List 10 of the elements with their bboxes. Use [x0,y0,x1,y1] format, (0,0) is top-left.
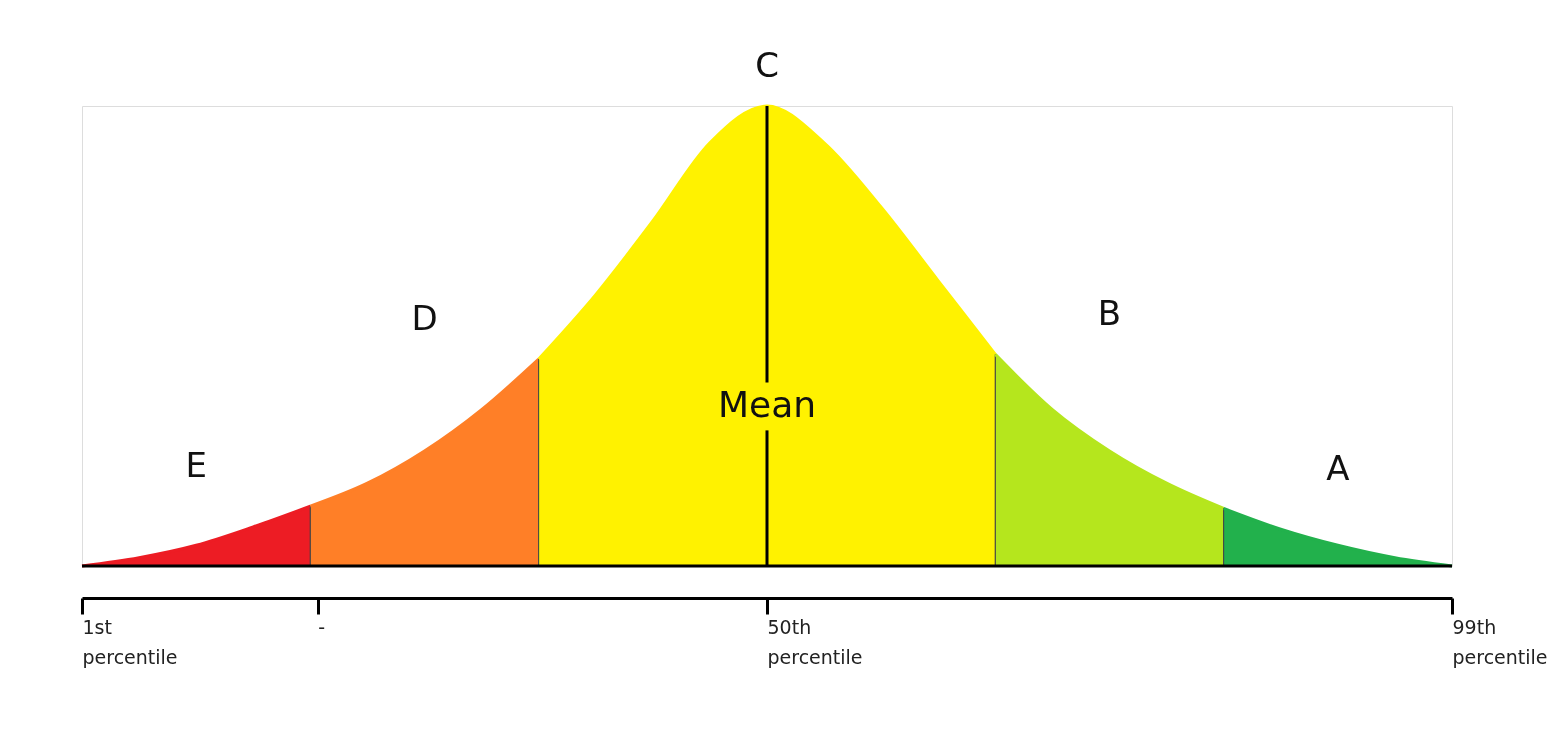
text: 99th percentile [1452,615,1548,668]
text: B [1097,293,1122,334]
series-label: E [185,445,207,486]
text: 1st percentile [82,615,178,668]
text: - [318,615,325,638]
text: 50th percentile [767,615,863,668]
series-label: C [755,45,779,85]
series-label: A [1326,447,1350,488]
text: Mean [717,384,817,426]
text: D [411,298,438,338]
